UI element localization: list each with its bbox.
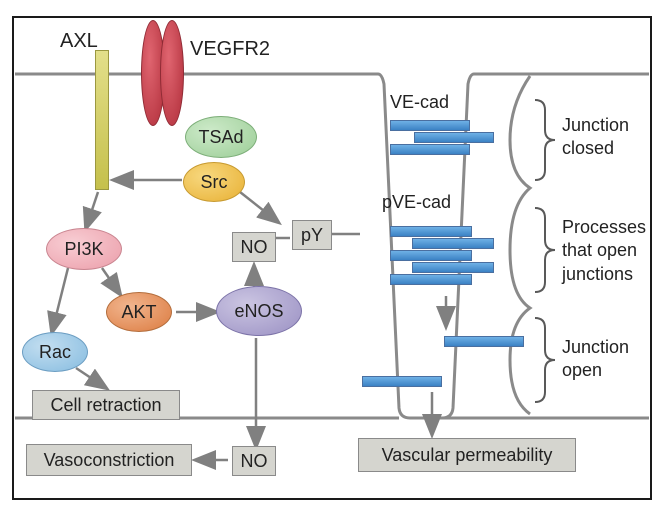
pvecad-label: pVE-cad <box>382 192 451 213</box>
vascular-permeability-text: Vascular permeability <box>382 445 553 466</box>
pvecad-bar <box>390 250 472 261</box>
pvecad-bar <box>390 274 472 285</box>
jc-l2: closed <box>562 138 614 158</box>
axl-receptor <box>95 50 109 190</box>
src-text: Src <box>201 172 228 193</box>
pr-l2: that open <box>562 240 637 260</box>
vascular-permeability-box: Vascular permeability <box>358 438 576 472</box>
jc-l1: Junction <box>562 115 629 135</box>
junction-closed-label: Junction closed <box>562 114 629 161</box>
vecad-bar <box>414 132 494 143</box>
processes-label: Processes that open junctions <box>562 216 646 286</box>
vecad-bar <box>390 120 470 131</box>
cell-retraction-box: Cell retraction <box>32 390 180 420</box>
vegfr2-right <box>160 20 184 126</box>
no1-box: NO <box>232 232 276 262</box>
pr-l3: junctions <box>562 264 633 284</box>
pvecad-bar <box>390 226 472 237</box>
pvecad-bar <box>412 262 494 273</box>
pr-l1: Processes <box>562 217 646 237</box>
vegfr2-label: VEGFR2 <box>190 38 270 61</box>
jo-l1: Junction <box>562 337 629 357</box>
py-text: pY <box>301 225 323 246</box>
vasoconstriction-box: Vasoconstriction <box>26 444 192 476</box>
pvecad-bar <box>412 238 494 249</box>
enos-text: eNOS <box>234 301 283 322</box>
tsad: TSAd <box>185 116 257 158</box>
tsad-text: TSAd <box>198 127 243 148</box>
rac-text: Rac <box>39 342 71 363</box>
diagram-canvas: AXL VEGFR2 TSAd Src PI3K AKT eNOS Rac pY… <box>0 0 666 514</box>
src: Src <box>183 162 245 202</box>
cell-retraction-text: Cell retraction <box>50 395 161 416</box>
rac: Rac <box>22 332 88 372</box>
axl-label: AXL <box>60 30 98 53</box>
vecad-label: VE-cad <box>390 92 449 113</box>
no2-text: NO <box>241 451 268 472</box>
enos: eNOS <box>216 286 302 336</box>
no2-box: NO <box>232 446 276 476</box>
pi3k-text: PI3K <box>64 239 103 260</box>
akt-text: AKT <box>121 302 156 323</box>
py-box: pY <box>292 220 332 250</box>
junction-open-label: Junction open <box>562 336 629 383</box>
vecad-bar <box>390 144 470 155</box>
jo-l2: open <box>562 360 602 380</box>
no1-text: NO <box>241 237 268 258</box>
open-bar <box>444 336 524 347</box>
pi3k: PI3K <box>46 228 122 270</box>
vasoconstriction-text: Vasoconstriction <box>44 450 175 471</box>
akt: AKT <box>106 292 172 332</box>
open-bar <box>362 376 442 387</box>
